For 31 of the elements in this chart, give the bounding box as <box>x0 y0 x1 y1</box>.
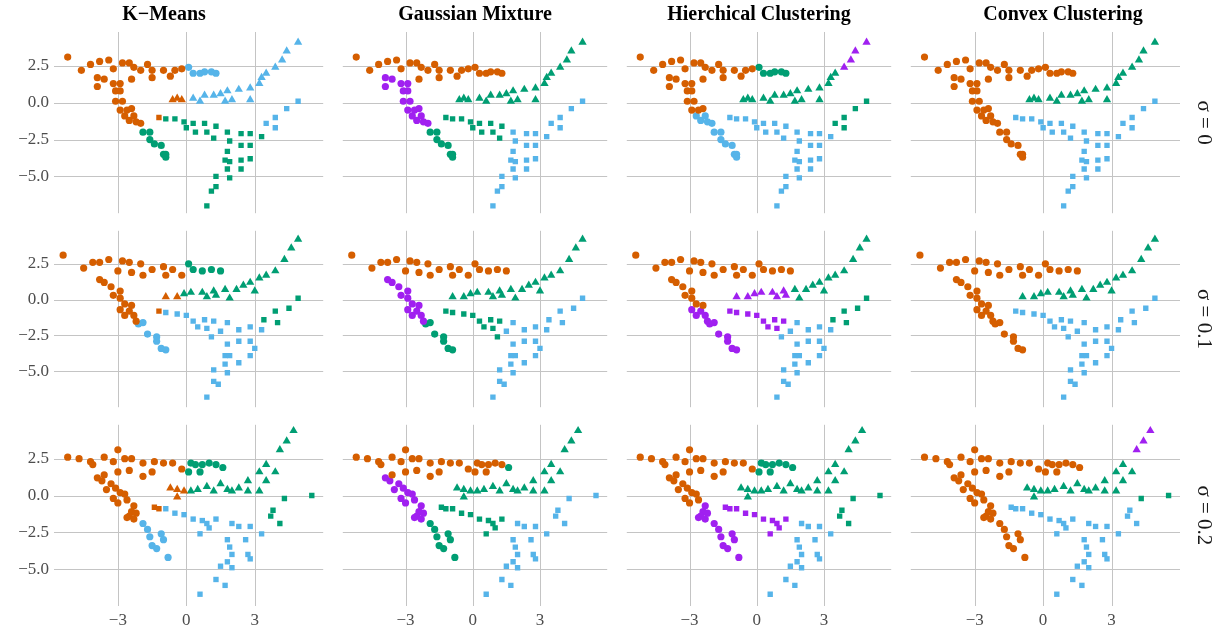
x-tick-label: 0 <box>1038 609 1048 629</box>
x-tick-label: 3 <box>1107 609 1116 629</box>
y-tick-label: −2.5 <box>18 324 49 344</box>
x-tick-label: 3 <box>250 609 260 629</box>
y-tick-label: 0.0 <box>27 484 49 504</box>
y-tick-label: −5.0 <box>18 558 49 578</box>
x-tick-label: 0 <box>182 609 191 629</box>
y2-axis-title: σ = 0.2 <box>1192 485 1217 546</box>
y-tick-label: 2.5 <box>27 448 49 468</box>
y-tick-label: 2.5 <box>27 55 49 75</box>
chart-title: Convex Clustering <box>983 2 1143 26</box>
x-tick-label: 3 <box>535 609 545 629</box>
y-tick-label: −5.0 <box>18 165 49 185</box>
chart-title: K−Means <box>122 2 207 25</box>
x-tick-label: 0 <box>468 609 478 629</box>
y-tick-label: 2.5 <box>27 253 49 273</box>
x-tick-label: −3 <box>108 609 127 629</box>
y-tick-label: 0.0 <box>27 289 49 309</box>
y-tick-label: −2.5 <box>18 129 49 149</box>
y2-axis-title: σ = 0 <box>1192 100 1217 145</box>
y-tick-label: 0.0 <box>27 92 49 112</box>
x-tick-label: 0 <box>752 609 762 629</box>
chart-title: Gaussian Mixture <box>398 2 552 25</box>
x-tick-label: −3 <box>396 609 415 629</box>
x-tick-label: −3 <box>680 609 699 629</box>
y2-axis-title: σ = 0.1 <box>1192 289 1217 349</box>
chart-title: Hierchical Clustering <box>667 2 851 26</box>
x-tick-label: −3 <box>965 609 984 629</box>
y-tick-label: −5.0 <box>18 360 49 380</box>
x-tick-label: 3 <box>819 609 829 629</box>
y-tick-label: −2.5 <box>18 521 49 541</box>
